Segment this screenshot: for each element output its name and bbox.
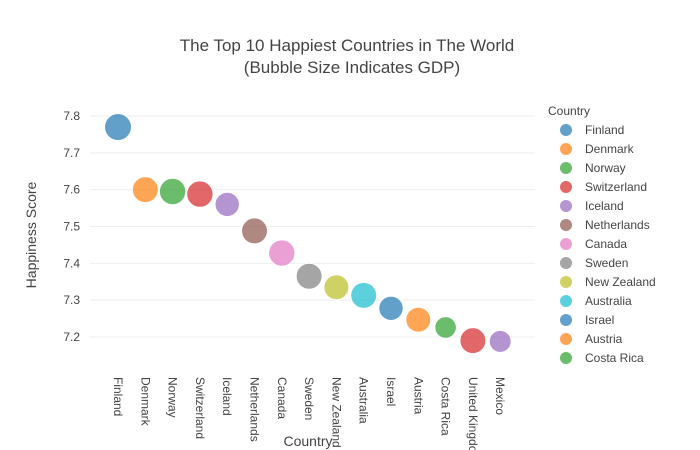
x-tick-label: Canada xyxy=(275,377,289,419)
legend-item-label: Netherlands xyxy=(585,218,650,232)
x-tick-label: Denmark xyxy=(138,377,152,427)
legend-marker xyxy=(560,181,572,193)
legend-item-label: Israel xyxy=(585,313,614,327)
x-tick-label: Israel xyxy=(384,377,398,406)
y-tick-label: 7.8 xyxy=(63,109,80,123)
legend-marker xyxy=(560,162,572,174)
y-tick-label: 7.5 xyxy=(63,220,80,234)
legend-item-label: Australia xyxy=(585,294,632,308)
y-tick-label: 7.7 xyxy=(63,146,80,160)
bubble-point xyxy=(158,177,187,206)
bubble-point xyxy=(214,191,240,218)
y-tick-label: 7.2 xyxy=(63,330,80,344)
x-tick-label: Iceland xyxy=(220,377,234,416)
x-tick-label: Sweden xyxy=(302,377,316,420)
x-tick-label: Austria xyxy=(411,377,425,415)
x-tick-label: Costa Rica xyxy=(439,377,453,436)
y-axis-title: Happiness Score xyxy=(23,181,39,288)
legend-marker xyxy=(560,333,572,345)
x-tick-label: Netherlands xyxy=(248,377,262,442)
y-tick-label: 7.6 xyxy=(63,183,80,197)
legend-marker xyxy=(560,143,572,155)
legend-marker xyxy=(560,276,572,288)
bubble-point xyxy=(323,274,350,301)
legend-item-label: Costa Rica xyxy=(585,351,644,365)
bubble-point xyxy=(405,306,432,333)
legend-item-label: Switzerland xyxy=(585,180,647,194)
x-tick-label: Mexico xyxy=(493,377,507,415)
x-tick-label: Switzerland xyxy=(193,377,207,439)
bubble-point xyxy=(104,113,132,142)
x-tick-label: United Kingdom xyxy=(466,377,480,450)
x-tick-label: New Zealand xyxy=(329,377,343,448)
y-tick-label: 7.4 xyxy=(63,256,80,270)
chart-title-line-1: The Top 10 Happiest Countries in The Wor… xyxy=(180,36,515,55)
x-axis-title: Country xyxy=(283,433,332,449)
legend: Country Finland Denmark Norway Switzerland I… xyxy=(548,104,656,365)
legend-item-label: Denmark xyxy=(585,142,635,156)
gridlines xyxy=(90,115,535,338)
bubble-point xyxy=(186,180,214,208)
bubble-point xyxy=(350,281,378,309)
legend-marker xyxy=(560,295,572,307)
x-tick-label: Finland xyxy=(111,377,125,416)
legend-title: Country xyxy=(548,104,590,118)
legend-marker xyxy=(560,352,572,364)
legend-item-label: New Zealand xyxy=(585,275,656,289)
legend-marker xyxy=(560,200,572,212)
chart-title-line-2: (Bubble Size Indicates GDP) xyxy=(244,58,460,77)
bubble-point xyxy=(241,217,268,245)
legend-item-label: Iceland xyxy=(585,199,624,213)
legend-marker xyxy=(560,219,572,231)
y-axis-ticks: 7.2 7.3 7.4 7.5 7.6 7.7 7.8 xyxy=(63,109,80,344)
bubble-point xyxy=(268,239,296,267)
bubble-point xyxy=(488,329,512,353)
y-tick-label: 7.3 xyxy=(63,293,80,307)
bubble-point xyxy=(295,262,323,290)
x-tick-label: Norway xyxy=(166,377,180,418)
legend-marker xyxy=(560,238,572,250)
bubble-point xyxy=(434,316,457,339)
bubbles xyxy=(104,113,512,355)
legend-marker xyxy=(560,257,572,269)
legend-marker xyxy=(560,314,572,326)
legend-item-label: Sweden xyxy=(585,256,628,270)
bubble-point xyxy=(378,295,404,321)
x-axis-ticks: Finland Denmark Norway Switzerland Iceland Ne… xyxy=(111,377,507,450)
legend-item-label: Norway xyxy=(585,161,626,175)
legend-item-label: Canada xyxy=(585,237,627,251)
legend-item-label: Finland xyxy=(585,123,624,137)
legend-item-label: Austria xyxy=(585,332,623,346)
legend-marker xyxy=(560,124,572,136)
x-tick-label: Australia xyxy=(357,377,371,424)
bubble-point xyxy=(131,176,159,204)
bubble-point xyxy=(459,327,487,355)
